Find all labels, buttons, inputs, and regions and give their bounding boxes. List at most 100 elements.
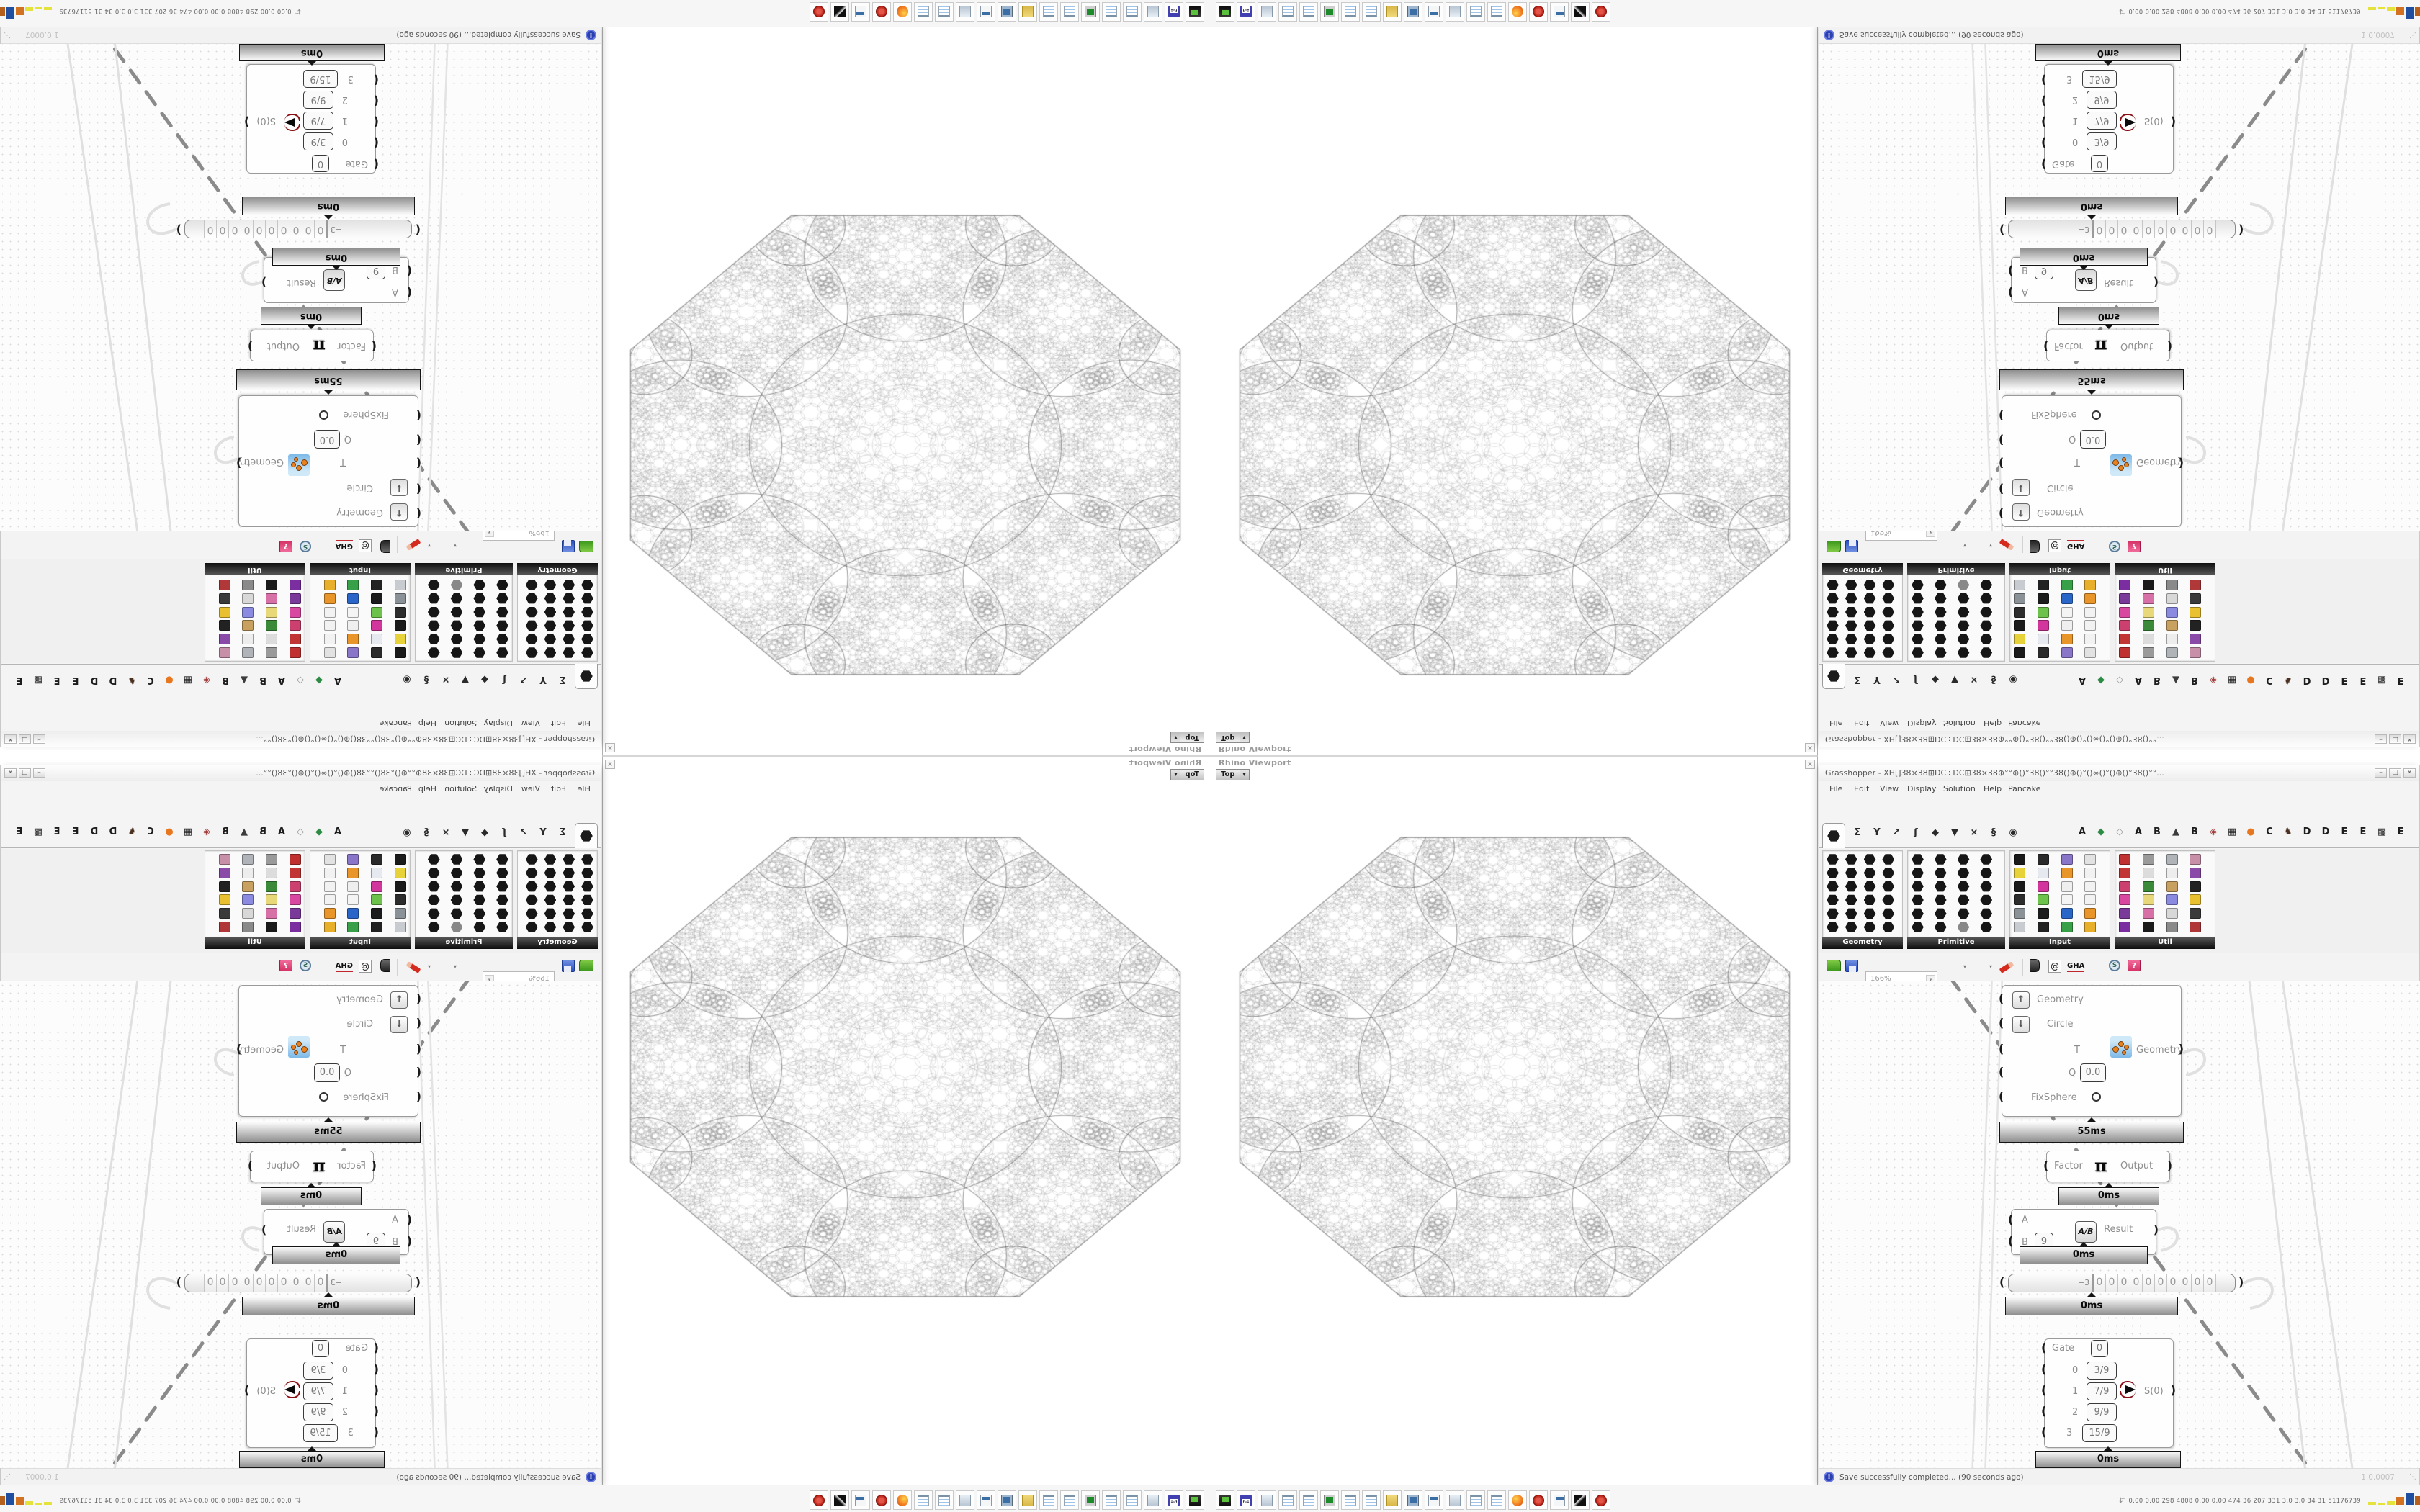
component-icon[interactable] xyxy=(563,908,575,919)
toggle-circle-icon[interactable] xyxy=(2092,410,2101,420)
row-value-box[interactable]: 15/9 xyxy=(303,1424,338,1442)
component-icon[interactable] xyxy=(266,620,278,631)
viewport-close-button[interactable]: × xyxy=(605,760,615,769)
search-icon[interactable]: S xyxy=(2109,541,2120,552)
component-icon[interactable] xyxy=(347,620,359,631)
menu-file[interactable]: File xyxy=(577,719,591,728)
component-icon[interactable] xyxy=(428,593,440,604)
pi-factor-node[interactable]: ( Factor π Output ) xyxy=(2043,1151,2172,1182)
gate-value-box[interactable]: 0 xyxy=(2091,1340,2108,1357)
menu-pancake[interactable]: Pancake xyxy=(379,719,412,728)
apollonian-fractal-render[interactable] xyxy=(1213,813,1816,1321)
tab-plugin[interactable]: E xyxy=(2341,675,2348,685)
tab-plugin[interactable]: E xyxy=(2360,827,2367,837)
input-label[interactable]: A xyxy=(2022,1215,2028,1225)
component-icon[interactable] xyxy=(428,607,440,618)
tab-plugin[interactable]: ◆ xyxy=(315,827,323,837)
palette-group-label[interactable]: Input xyxy=(310,937,411,949)
component-icon[interactable] xyxy=(2061,908,2073,919)
component-icon[interactable] xyxy=(290,881,301,892)
output-label[interactable]: Geometry xyxy=(2136,1045,2183,1056)
menu-view[interactable]: View xyxy=(521,719,540,728)
component-icon[interactable] xyxy=(323,881,336,892)
component-icon[interactable] xyxy=(2119,634,2130,645)
row-value-box[interactable]: 7/9 xyxy=(303,1382,333,1400)
scroller-digit[interactable]: 0 xyxy=(241,1274,253,1292)
view-tab-label[interactable]: Top xyxy=(1185,770,1199,778)
scroller-digit[interactable]: 0 xyxy=(302,220,314,238)
taskbar-item-monitor[interactable] xyxy=(1320,2,1339,22)
tab-plugin[interactable]: A xyxy=(2134,827,2143,837)
component-icon[interactable] xyxy=(2061,867,2073,878)
component-icon[interactable] xyxy=(242,894,254,906)
row-value-box[interactable]: 9/9 xyxy=(2087,1403,2117,1421)
component-icon[interactable] xyxy=(2084,634,2097,645)
scroller-digit[interactable]: 0 xyxy=(265,1274,277,1292)
component-icon[interactable] xyxy=(581,607,593,618)
input-label[interactable]: Factor xyxy=(2054,341,2083,351)
chevron-down-icon[interactable]: ▾ xyxy=(427,963,431,970)
tab-plugin[interactable]: A xyxy=(2078,827,2087,837)
component-icon[interactable] xyxy=(2142,606,2154,618)
view-tab-top[interactable]: Top ▾ xyxy=(1216,732,1250,743)
component-icon[interactable] xyxy=(1845,647,1857,658)
tab-plugin[interactable]: A xyxy=(277,827,286,837)
chevron-down-icon[interactable]: ▾ xyxy=(1239,732,1249,742)
scroller-digit[interactable]: 0 xyxy=(290,220,302,238)
scroller-knob[interactable] xyxy=(345,220,411,238)
component-icon[interactable] xyxy=(496,634,508,644)
palette-group-label[interactable]: Input xyxy=(2009,563,2110,575)
taskbar-item-calculator[interactable] xyxy=(977,1490,995,1510)
tab-plugin[interactable]: D xyxy=(109,675,117,685)
component-icon[interactable] xyxy=(1912,868,1924,878)
component-icon[interactable] xyxy=(1934,894,1947,906)
gift-help-icon[interactable]: ? xyxy=(2128,960,2141,971)
output-label[interactable]: Result xyxy=(287,1224,316,1235)
taskbar-item-calculator[interactable] xyxy=(1550,1490,1569,1510)
component-icon[interactable] xyxy=(2037,606,2049,618)
component-icon[interactable] xyxy=(526,868,538,878)
scroller-digit[interactable]: 0 xyxy=(277,1274,290,1292)
tab-category-icon[interactable]: × xyxy=(1970,827,1978,838)
input-port[interactable]: ( xyxy=(2041,94,2047,108)
component-icon[interactable] xyxy=(1912,854,1924,865)
component-icon[interactable] xyxy=(581,868,593,878)
gate-label[interactable]: Gate xyxy=(2052,1343,2075,1354)
component-icon[interactable] xyxy=(2037,593,2049,604)
tab-category-icon[interactable]: Y xyxy=(1873,827,1881,838)
input-label[interactable]: FixSphere xyxy=(343,1092,389,1103)
component-icon[interactable] xyxy=(451,894,463,905)
component-icon[interactable] xyxy=(2014,647,2025,658)
input-port[interactable]: ( xyxy=(2041,73,2047,87)
input-label[interactable]: T xyxy=(340,1045,346,1056)
graft-up-icon[interactable]: ↑ xyxy=(2012,503,2030,521)
tab-plugin[interactable]: ♞ xyxy=(127,675,136,685)
chevron-down-icon[interactable]: ▾ xyxy=(1171,732,1181,742)
input-port[interactable]: ( xyxy=(373,136,379,150)
gha-package-icon[interactable]: GHA xyxy=(335,962,353,972)
component-icon[interactable] xyxy=(2119,579,2130,590)
component-icon[interactable] xyxy=(371,579,383,590)
taskbar-item-inkart[interactable] xyxy=(1571,1490,1590,1510)
graft-up-icon[interactable]: ↑ xyxy=(390,503,408,521)
scroller-digit[interactable]: 0 xyxy=(2155,1274,2167,1292)
output-port[interactable]: ) xyxy=(244,115,250,129)
view-tab-label[interactable]: Top xyxy=(1185,734,1199,742)
tab-plugin[interactable]: C xyxy=(2266,827,2273,837)
scroller-digit[interactable]: 0 xyxy=(216,1274,228,1292)
component-icon[interactable] xyxy=(218,881,230,892)
scroller-digit[interactable]: 0 xyxy=(2118,220,2130,238)
tab-category-icon[interactable]: Σ xyxy=(1854,827,1861,838)
component-icon[interactable] xyxy=(290,620,301,631)
tab-category-icon[interactable]: × xyxy=(442,674,450,685)
input-port[interactable]: ( xyxy=(2041,115,2047,129)
component-icon[interactable] xyxy=(2014,867,2025,878)
component-icon[interactable] xyxy=(544,868,557,878)
tab-plugin[interactable]: ▲ xyxy=(241,675,248,685)
input-label[interactable]: Q xyxy=(2069,1068,2076,1079)
component-icon[interactable] xyxy=(2142,908,2154,919)
output-port[interactable]: ) xyxy=(244,1383,250,1397)
component-icon[interactable] xyxy=(2037,620,2049,631)
output-label[interactable]: S(0) xyxy=(2144,115,2164,126)
